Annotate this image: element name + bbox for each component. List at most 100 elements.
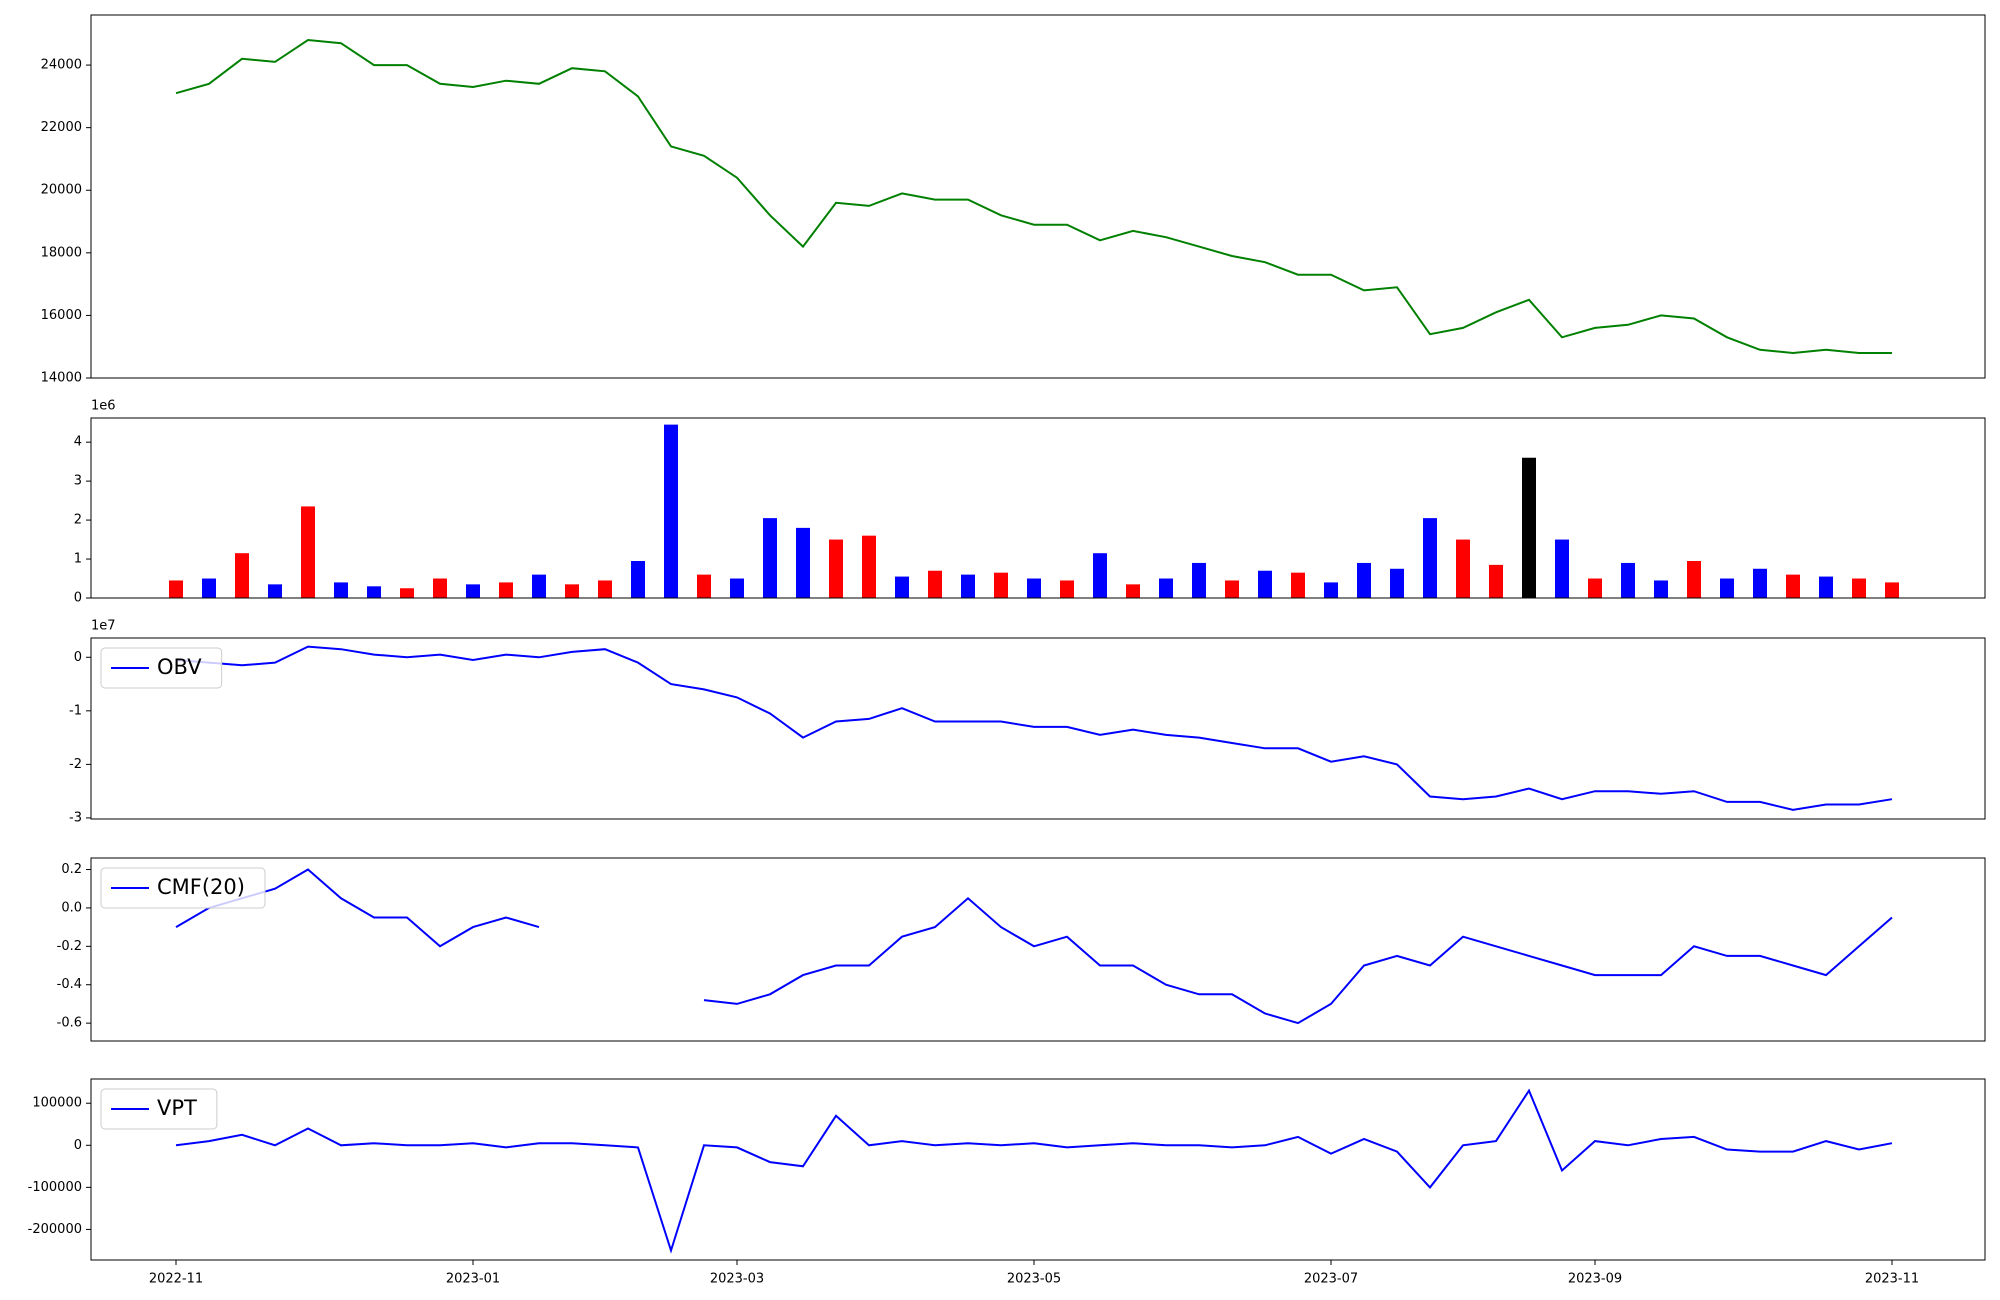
volume-bar: [1027, 578, 1041, 598]
price-line: [175, 38, 1892, 355]
offset-label: 1e7: [91, 619, 116, 634]
y-tick-label: 20000: [41, 183, 82, 198]
axes-frame: [90, 637, 1986, 820]
volume-bar: [466, 584, 480, 598]
y-tick-label: 0: [74, 591, 82, 606]
axes-frame: [90, 1078, 1986, 1261]
y-tick-label: -0.6: [57, 1016, 82, 1031]
y-tick-label: -3: [69, 810, 82, 825]
series-line: [175, 645, 1893, 811]
volume-bar: [1456, 539, 1470, 598]
y-tick-label: 100000: [32, 1096, 82, 1111]
volume-bar: [1093, 553, 1107, 598]
y-tick-label: 0.2: [61, 862, 82, 877]
legend-label: OBV: [157, 655, 202, 679]
volume-bar: [1522, 457, 1536, 598]
y-tick-label: 22000: [41, 120, 82, 135]
y-tick-label: 4: [74, 435, 82, 450]
legend-label: VPT: [157, 1096, 197, 1120]
volume-bar: [1126, 584, 1140, 598]
y-tick-label: 0: [74, 650, 82, 665]
volume-bar: [796, 527, 810, 598]
volume-bar: [1687, 560, 1701, 598]
volume-bar: [367, 586, 381, 598]
volume-bar: [532, 574, 546, 598]
volume-bar: [697, 574, 711, 598]
y-tick-label: 16000: [41, 308, 82, 323]
volume-bar: [169, 580, 183, 598]
volume-bar: [334, 582, 348, 598]
y-tick-label: 2: [74, 513, 82, 528]
y-tick-label: -0.2: [57, 939, 82, 954]
volume-bar: [1654, 580, 1668, 598]
volume-bar: [499, 582, 513, 598]
volume-bar: [829, 539, 843, 598]
series-line: [175, 868, 1893, 1025]
volume-bar: [1291, 572, 1305, 598]
y-tick-label: 1: [74, 552, 82, 567]
volume-bar: [1720, 578, 1734, 598]
y-tick-label: 14000: [41, 371, 82, 386]
y-tick-label: 3: [74, 474, 82, 489]
axes-frame: [90, 857, 1986, 1042]
volume-bar: [994, 572, 1008, 598]
legend-box: [100, 1088, 218, 1130]
volume-bar: [1423, 518, 1437, 598]
y-tick-label: -100000: [28, 1180, 82, 1195]
volume-bar: [565, 584, 579, 598]
offset-label: 1e6: [91, 399, 116, 414]
legend-box: [100, 867, 266, 909]
volume-bar: [202, 578, 216, 598]
volume-bar: [433, 578, 447, 598]
volume-bar: [1852, 578, 1866, 598]
volume-bar: [1588, 578, 1602, 598]
volume-bar: [1621, 562, 1635, 598]
volume-bar: [1357, 562, 1371, 598]
y-tick-label: 0.0: [61, 900, 82, 915]
axes-frame: [90, 417, 1986, 599]
x-tick-label: 2023-07: [1304, 1272, 1358, 1287]
y-tick-label: 18000: [41, 245, 82, 260]
volume-bar: [1060, 580, 1074, 598]
x-tick-label: 2023-09: [1568, 1272, 1622, 1287]
volume-bar: [928, 570, 942, 598]
volume-bar: [301, 506, 315, 598]
volume-bar: [1489, 564, 1503, 598]
volume-bar: [235, 553, 249, 598]
y-tick-label: -200000: [28, 1222, 82, 1237]
legend-box: [100, 647, 223, 689]
series-line: [175, 1088, 1893, 1254]
volume-bar: [1324, 582, 1338, 598]
volume-bar: [1819, 576, 1833, 598]
volume-bar: [631, 560, 645, 598]
volume-bar: [730, 578, 744, 598]
axes-frame: [90, 14, 1986, 379]
volume-bar: [895, 576, 909, 598]
y-tick-label: -1: [69, 703, 82, 718]
volume-bar: [1390, 568, 1404, 598]
volume-bar: [1753, 568, 1767, 598]
volume-bar: [268, 584, 282, 598]
volume-bar: [862, 535, 876, 598]
y-tick-label: -0.4: [57, 977, 82, 992]
volume-bar: [1885, 582, 1899, 598]
y-tick-label: -2: [69, 757, 82, 772]
y-tick-label: 0: [74, 1138, 82, 1153]
volume-bar: [1555, 539, 1569, 598]
x-tick-label: 2023-03: [710, 1272, 764, 1287]
x-tick-label: 2023-11: [1865, 1272, 1919, 1287]
volume-bar: [763, 518, 777, 598]
x-tick-label: 2022-11: [149, 1272, 203, 1287]
volume-bar: [1159, 578, 1173, 598]
volume-bar: [1258, 570, 1272, 598]
legend-label: CMF(20): [157, 875, 245, 899]
volume-bar: [961, 574, 975, 598]
y-tick-label: 24000: [41, 58, 82, 73]
volume-bar: [1192, 562, 1206, 598]
volume-bar: [598, 580, 612, 598]
volume-bar: [664, 424, 678, 598]
volume-bar: [400, 588, 414, 598]
x-tick-label: 2023-01: [446, 1272, 500, 1287]
volume-bar: [1786, 574, 1800, 598]
